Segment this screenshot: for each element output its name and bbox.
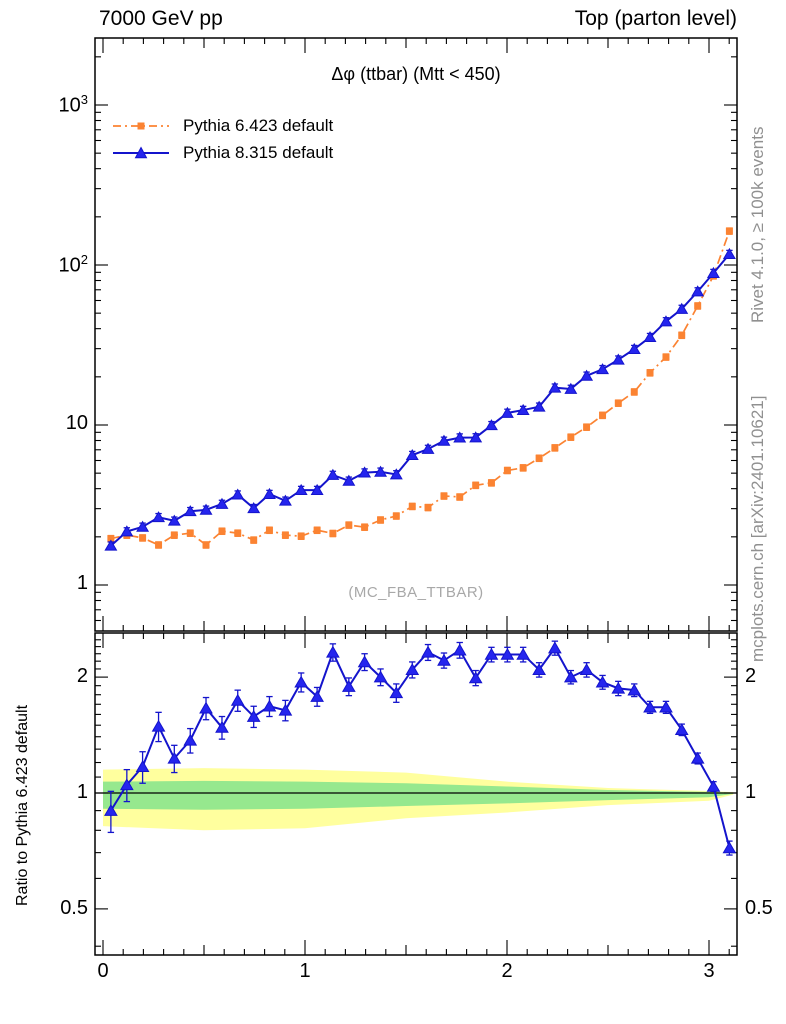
analysis-level-label: Top (parton level) [574, 7, 737, 30]
watermark: (MC_FBA_TTBAR) [348, 584, 484, 601]
axis-ticks [95, 38, 737, 955]
xtick-2: 2 [501, 960, 513, 982]
series-pythia6 [107, 227, 733, 549]
xtick-0: 0 [97, 960, 109, 982]
legend: Pythia 6.423 default Pythia 8.315 defaul… [112, 112, 333, 166]
legend-item-pythia8: Pythia 8.315 default [112, 139, 333, 166]
series-pythia8 [104, 247, 736, 551]
ytick-main-1000: 103 [58, 92, 88, 117]
xtick-1: 1 [299, 960, 311, 982]
ytick-main-10: 10 [65, 412, 88, 434]
ratio-axis-label: Ratio to Pythia 6.423 default [14, 704, 31, 906]
ytick-main-100: 102 [58, 252, 88, 277]
legend-label-pythia8: Pythia 8.315 default [183, 142, 334, 162]
rivet-version-note: Rivet 4.1.0, ≥ 100k events [748, 126, 767, 323]
pythia6-line-sample [113, 122, 169, 129]
ratio-frame [94, 632, 738, 956]
ytick-ratio-right-2: 2 [745, 665, 757, 688]
band-green [103, 780, 734, 810]
legend-label-pythia6: Pythia 6.423 default [183, 115, 334, 135]
mcplots-arxiv-note: mcplots.cern.ch [arXiv:2401.10621] [748, 395, 767, 662]
ytick-ratio-left-1: 1 [76, 781, 88, 803]
xtick-3: 3 [703, 960, 715, 982]
ytick-ratio-left-2: 2 [76, 665, 88, 688]
ratio-series [104, 640, 737, 856]
pythia8-line-sample [113, 145, 169, 158]
beam-energy-label: 7000 GeV pp [99, 7, 223, 30]
ytick-ratio-left-0.5: 0.5 [60, 896, 88, 919]
ytick-main-1: 1 [76, 572, 88, 594]
legend-item-pythia6: Pythia 6.423 default [112, 112, 333, 139]
plot-title: Δφ (ttbar) (Mtt < 450) [331, 64, 501, 84]
main-frame [94, 37, 738, 632]
ytick-ratio-right-0.5: 0.5 [745, 896, 773, 919]
ytick-ratio-right-1: 1 [745, 781, 757, 803]
